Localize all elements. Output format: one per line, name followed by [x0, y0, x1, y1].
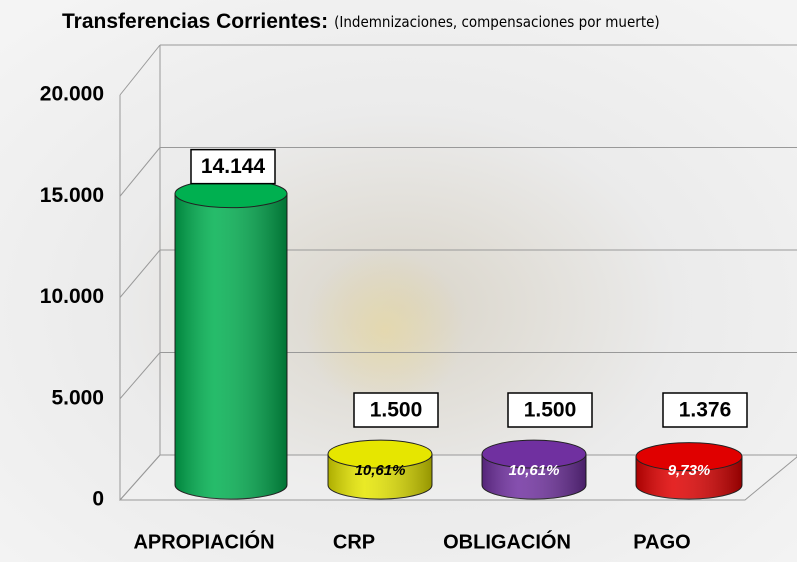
- title: Transferencias Corrientes:: [62, 10, 328, 33]
- y-tick-label: 10.000: [40, 285, 104, 308]
- x-tick-label: OBLIGACIÓN: [443, 529, 571, 553]
- percent-label: 9,73%: [668, 462, 711, 479]
- cylinder-top: [635, 442, 743, 472]
- cylinder-top: [481, 439, 587, 469]
- y-tick-label: 5.000: [51, 386, 104, 409]
- value-label: 1.500: [524, 399, 577, 422]
- chart-title: Transferencias Corrientes: (Indemnizacion…: [62, 10, 660, 33]
- cylinder-top: [327, 439, 433, 469]
- y-tick-label: 15.000: [40, 184, 104, 207]
- grid-diagonal: [119, 352, 161, 400]
- cylinder-shade: [175, 193, 287, 499]
- value-label-box: [190, 148, 276, 185]
- value-label: 1.500: [370, 399, 423, 422]
- x-tick-label: PAGO: [633, 531, 690, 553]
- grid-diagonal: [119, 44, 161, 96]
- value-label: 14.144: [201, 155, 266, 178]
- background-eye: [305, 250, 465, 410]
- value-label-box: [353, 392, 439, 428]
- grid-diagonal: [119, 147, 161, 197]
- grid-diagonal: [119, 454, 161, 501]
- value-label: 1.376: [679, 399, 732, 422]
- percent-label: 10,61%: [509, 462, 560, 479]
- grid-diagonal: [119, 249, 161, 298]
- y-tick-label: 0: [92, 488, 104, 511]
- value-label-box: [507, 392, 593, 428]
- subtitle: (Indemnizaciones, compensaciones por mue…: [334, 13, 660, 31]
- x-tick-label: APROPIACIÓN: [133, 529, 274, 553]
- y-tick-label: 20.000: [40, 83, 104, 106]
- value-label-box: [662, 392, 748, 428]
- x-tick-label: CRP: [333, 531, 375, 553]
- percent-label: 10,61%: [355, 462, 406, 479]
